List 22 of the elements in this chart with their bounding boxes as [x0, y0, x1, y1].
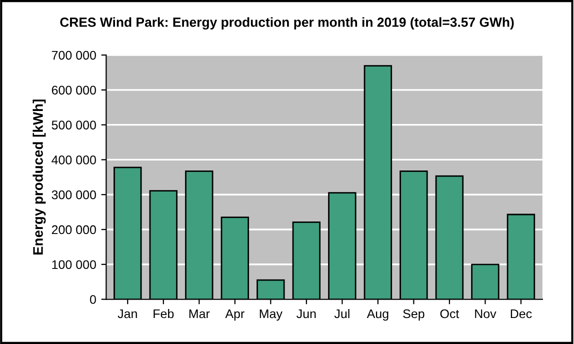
x-tick-label: Feb	[154, 309, 174, 318]
x-tick-label: Jan	[118, 309, 137, 318]
x-tick-label: Oct	[440, 309, 460, 318]
x-tick-label: Dec	[510, 309, 532, 318]
y-tick-label: 100 000	[52, 260, 96, 270]
y-tick-label: 300 000	[52, 190, 96, 200]
x-tick-label: Jul	[334, 309, 350, 318]
y-tick-label: 500 000	[52, 120, 96, 130]
y-tick-label: 200 000	[52, 225, 96, 234]
x-tick-label: Jun	[296, 309, 316, 318]
y-axis-title: Energy produced [kWh]	[32, 100, 46, 255]
x-tick-label: Mar	[189, 309, 210, 318]
x-tick-label: Sep	[403, 309, 424, 321]
x-tick-label: May	[260, 309, 282, 321]
y-tick-label: 700 000	[52, 50, 96, 60]
x-tick-label: Apr	[225, 309, 244, 321]
y-tick-label: 0	[90, 295, 96, 304]
x-tick-label: Nov	[475, 309, 496, 318]
y-tick-label: 600 000	[52, 86, 96, 95]
y-tick-label: 400 000	[52, 156, 96, 164]
x-tick-label: Aug	[366, 309, 388, 321]
chart-title: CRES Wind Park: Energy production per month in 2019 (total=3.57 GWh)	[60, 17, 514, 30]
